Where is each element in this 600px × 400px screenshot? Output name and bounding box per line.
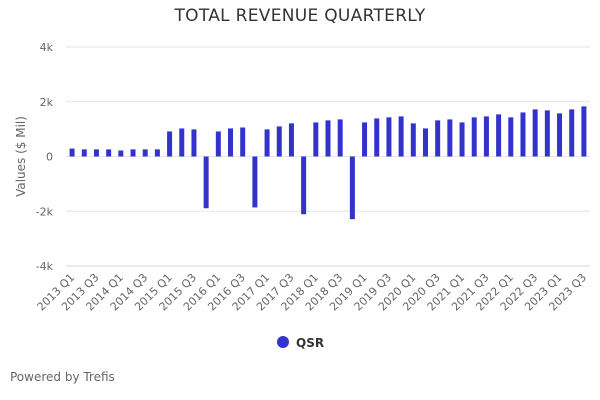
bar (410, 123, 416, 157)
bar (349, 156, 355, 220)
bar (288, 123, 294, 157)
bar (81, 149, 87, 157)
bar (118, 150, 124, 157)
legend-label: QSR (296, 336, 324, 350)
bar (374, 118, 380, 157)
bar (276, 126, 282, 157)
bar (191, 129, 197, 157)
bar (520, 112, 526, 157)
bar (422, 128, 428, 157)
bar (240, 127, 246, 157)
bar (398, 116, 404, 157)
chart-title: TOTAL REVENUE QUARTERLY (174, 6, 426, 26)
bar (386, 117, 392, 157)
bar (215, 131, 221, 157)
bar (557, 113, 563, 157)
bar (69, 148, 75, 157)
bar (496, 114, 502, 157)
legend-item[interactable]: QSR (277, 336, 324, 350)
y-tick-label: -4k (36, 260, 54, 273)
bar (142, 149, 148, 157)
legend-marker (277, 336, 289, 348)
bar (447, 119, 453, 157)
bar (362, 122, 368, 157)
bar (313, 122, 319, 157)
bar (179, 128, 185, 157)
powered-by-credit[interactable]: Powered by Trefis (10, 370, 115, 384)
bar (483, 116, 489, 157)
y-tick-label: 2k (40, 96, 54, 109)
bar (581, 106, 587, 157)
bar (167, 131, 173, 157)
bar (228, 128, 234, 157)
bar (544, 110, 550, 157)
bar (106, 149, 112, 157)
bar (325, 120, 331, 157)
bar (301, 156, 307, 215)
bar (569, 109, 575, 157)
bar (337, 119, 343, 157)
bar (532, 109, 538, 157)
bar (508, 117, 514, 157)
y-axis-label: Values ($ Mil) (14, 116, 28, 197)
bar (459, 122, 465, 157)
bar (93, 149, 99, 157)
bar (264, 129, 270, 157)
bar (203, 156, 209, 209)
y-tick-label: -2k (36, 205, 54, 218)
bar (130, 149, 136, 157)
y-tick-label: 0 (46, 151, 53, 164)
y-tick-label: 4k (40, 41, 54, 54)
bar (471, 117, 477, 157)
bar (154, 149, 160, 157)
bar (252, 156, 258, 208)
bar (435, 120, 441, 157)
